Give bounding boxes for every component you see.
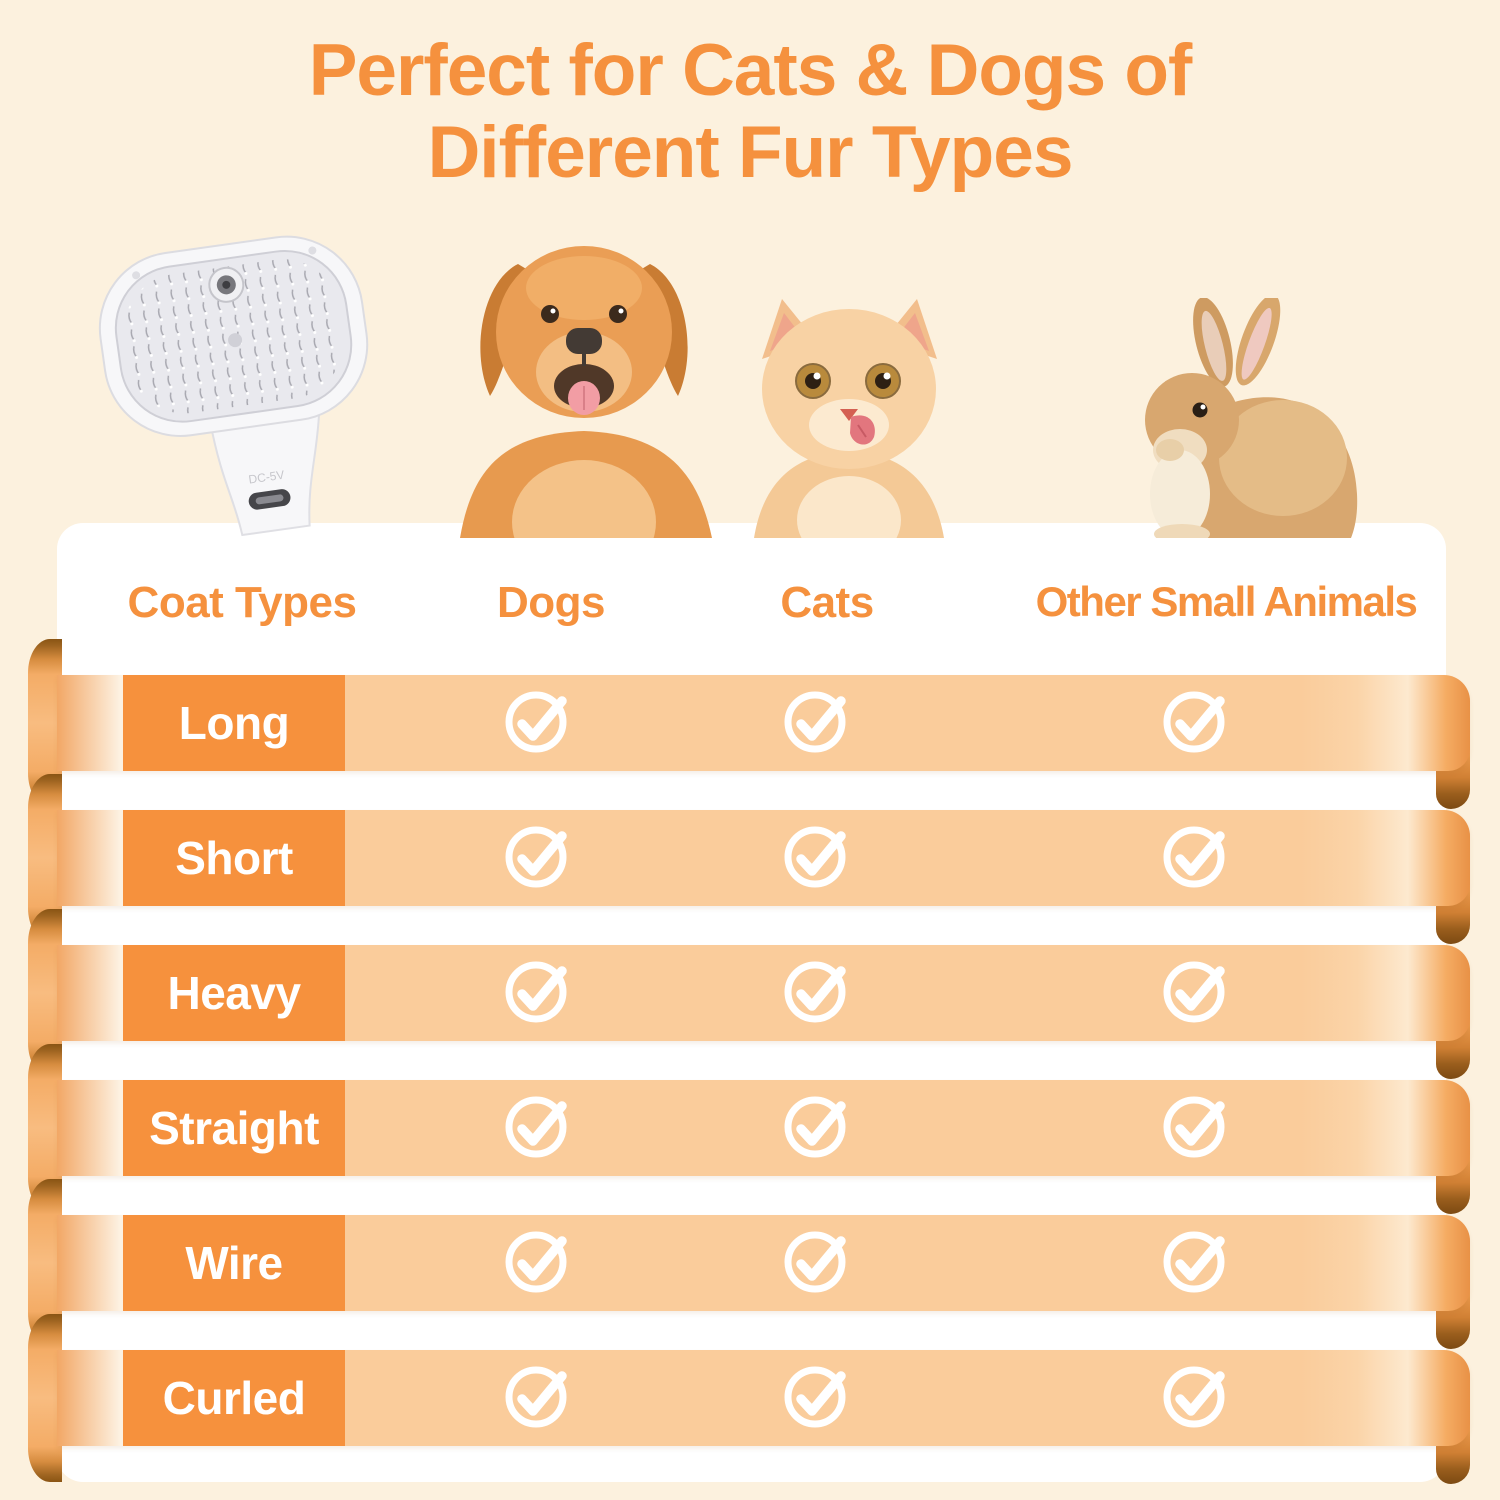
ribbon-row-heavy: Heavy — [57, 945, 1470, 1041]
ribbon-row-short: Short — [57, 810, 1470, 906]
check-icon-dogs — [500, 815, 580, 895]
column-header-dogs: Dogs — [497, 578, 606, 627]
brush-port-label: DC-5V — [248, 468, 286, 487]
coat-type-label: Short — [123, 810, 345, 906]
check-icon-dogs — [500, 1220, 580, 1300]
check-icon-cats — [779, 680, 859, 760]
check-icon-other — [1158, 680, 1238, 760]
check-icon-cats — [779, 950, 859, 1030]
check-icon-cats — [779, 1220, 859, 1300]
rabbit-image — [1145, 298, 1358, 538]
coat-type-label: Heavy — [123, 945, 345, 1041]
page-title-line1: Perfect for Cats & Dogs of — [308, 30, 1193, 111]
brush-handle — [209, 412, 321, 537]
check-icon-dogs — [500, 950, 580, 1030]
ribbon-row-wire: Wire — [57, 1215, 1470, 1311]
coat-type-label: Long — [123, 675, 345, 771]
coat-type-label: Straight — [123, 1080, 345, 1176]
column-header-cats: Cats — [780, 578, 874, 627]
check-icon-cats — [779, 1355, 859, 1435]
page-title-line2: Different Fur Types — [427, 112, 1074, 194]
check-icon-dogs — [500, 1355, 580, 1435]
ribbon-row-curled: Curled — [57, 1350, 1470, 1446]
check-icon-dogs — [500, 680, 580, 760]
check-icon-dogs — [500, 1085, 580, 1165]
column-header-coat-types: Coat Types — [127, 578, 357, 627]
cat-image — [754, 299, 944, 538]
check-icon-other — [1158, 1355, 1238, 1435]
check-icon-cats — [779, 1085, 859, 1165]
coat-type-label: Wire — [123, 1215, 345, 1311]
grooming-brush-image: DC-5V — [98, 235, 369, 537]
dog-image — [460, 246, 712, 538]
check-icon-other — [1158, 950, 1238, 1030]
column-header-other-small-animals: Other Small Animals — [1035, 578, 1418, 625]
ribbon-row-straight: Straight — [57, 1080, 1470, 1176]
coat-type-label: Curled — [123, 1350, 345, 1446]
check-icon-cats — [779, 815, 859, 895]
ribbon-left-fold — [28, 1314, 62, 1482]
page-title: Perfect for Cats & Dogs of Different Fur… — [0, 30, 1500, 195]
check-icon-other — [1158, 1220, 1238, 1300]
check-icon-other — [1158, 815, 1238, 895]
check-icon-other — [1158, 1085, 1238, 1165]
ribbon-row-long: Long — [57, 675, 1470, 771]
